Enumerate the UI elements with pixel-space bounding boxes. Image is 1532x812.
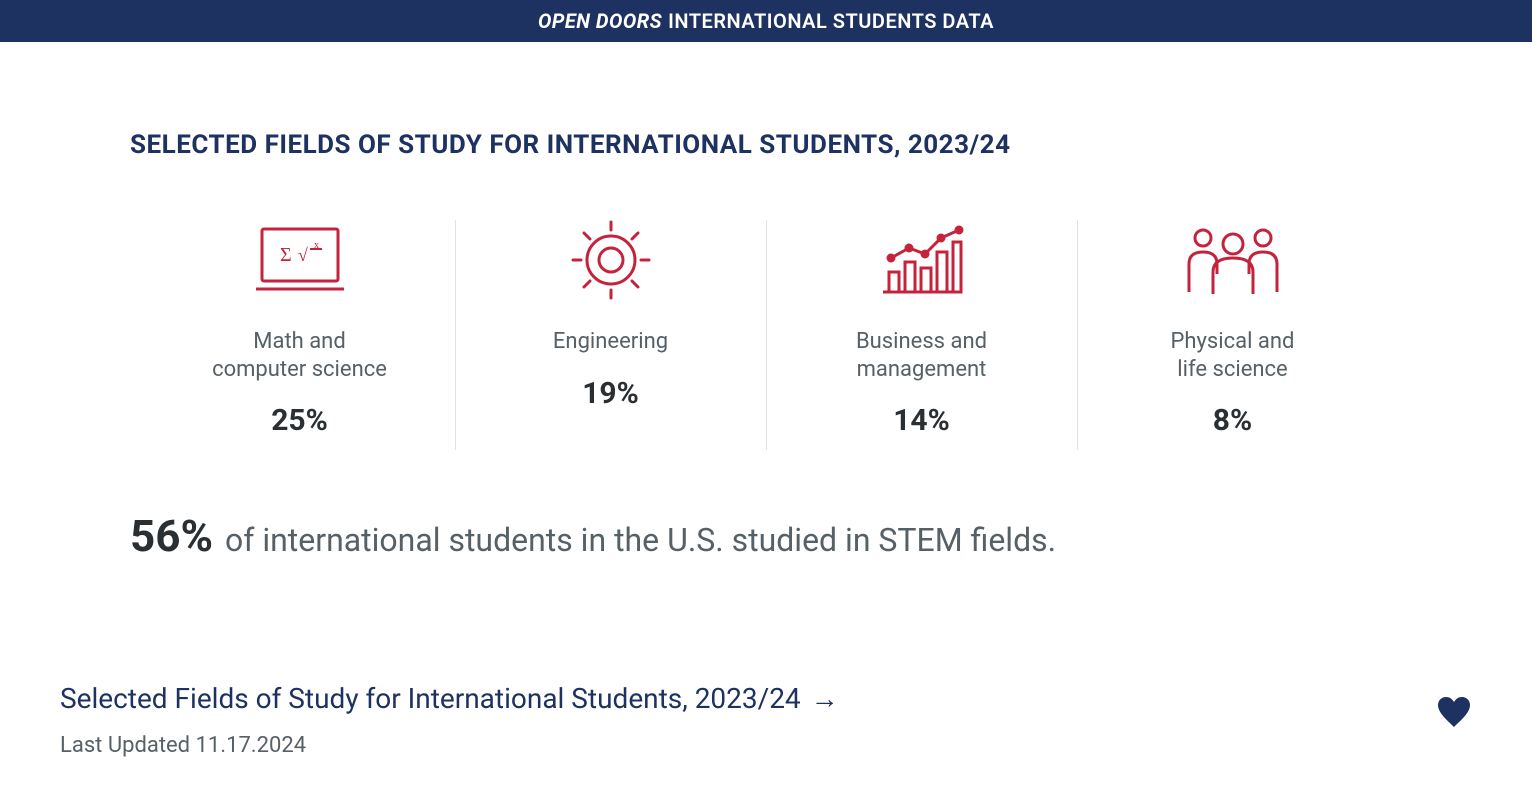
field-pct: 19% xyxy=(582,376,639,411)
gear-icon xyxy=(571,220,651,300)
banner-italic: OPEN DOORS xyxy=(538,9,662,33)
link-text: Selected Fields of Study for Internation… xyxy=(60,682,801,715)
svg-text:√: √ xyxy=(298,245,308,265)
banner-rest: INTERNATIONAL STUDENTS DATA xyxy=(668,9,994,33)
field-pct: 25% xyxy=(271,403,328,438)
stem-text: of international students in the U.S. st… xyxy=(225,521,1056,559)
favorite-button[interactable] xyxy=(1436,696,1472,732)
field-physical-life: Physical andlife science 8% xyxy=(1078,220,1388,450)
detail-link[interactable]: Selected Fields of Study for Internation… xyxy=(60,682,1472,715)
header-banner: OPEN DOORS INTERNATIONAL STUDENTS DATA xyxy=(0,0,1532,42)
field-engineering: Engineering 19% xyxy=(456,220,766,450)
field-math-cs: Σ √ x Math andcomputer science 25% xyxy=(145,220,455,450)
chart-icon xyxy=(879,220,965,300)
field-label: Engineering xyxy=(553,328,668,356)
svg-text:Σ: Σ xyxy=(280,244,292,266)
arrow-icon: → xyxy=(811,682,839,715)
people-icon xyxy=(1181,220,1285,300)
field-label: Math andcomputer science xyxy=(212,328,387,383)
field-business: Business andmanagement 14% xyxy=(767,220,1077,450)
stem-summary: 56% of international students in the U.S… xyxy=(60,510,1472,562)
fields-row: Σ √ x Math andcomputer science 25% xyxy=(60,220,1472,450)
page-title: SELECTED FIELDS OF STUDY FOR INTERNATION… xyxy=(60,130,1472,160)
field-pct: 14% xyxy=(893,403,950,438)
field-label: Business andmanagement xyxy=(856,328,987,383)
last-updated: Last Updated 11.17.2024 xyxy=(60,733,1472,758)
field-label: Physical andlife science xyxy=(1171,328,1295,383)
computer-icon: Σ √ x xyxy=(256,220,344,300)
stem-pct: 56% xyxy=(130,510,213,562)
svg-text:x: x xyxy=(314,240,319,251)
field-pct: 8% xyxy=(1213,403,1252,438)
